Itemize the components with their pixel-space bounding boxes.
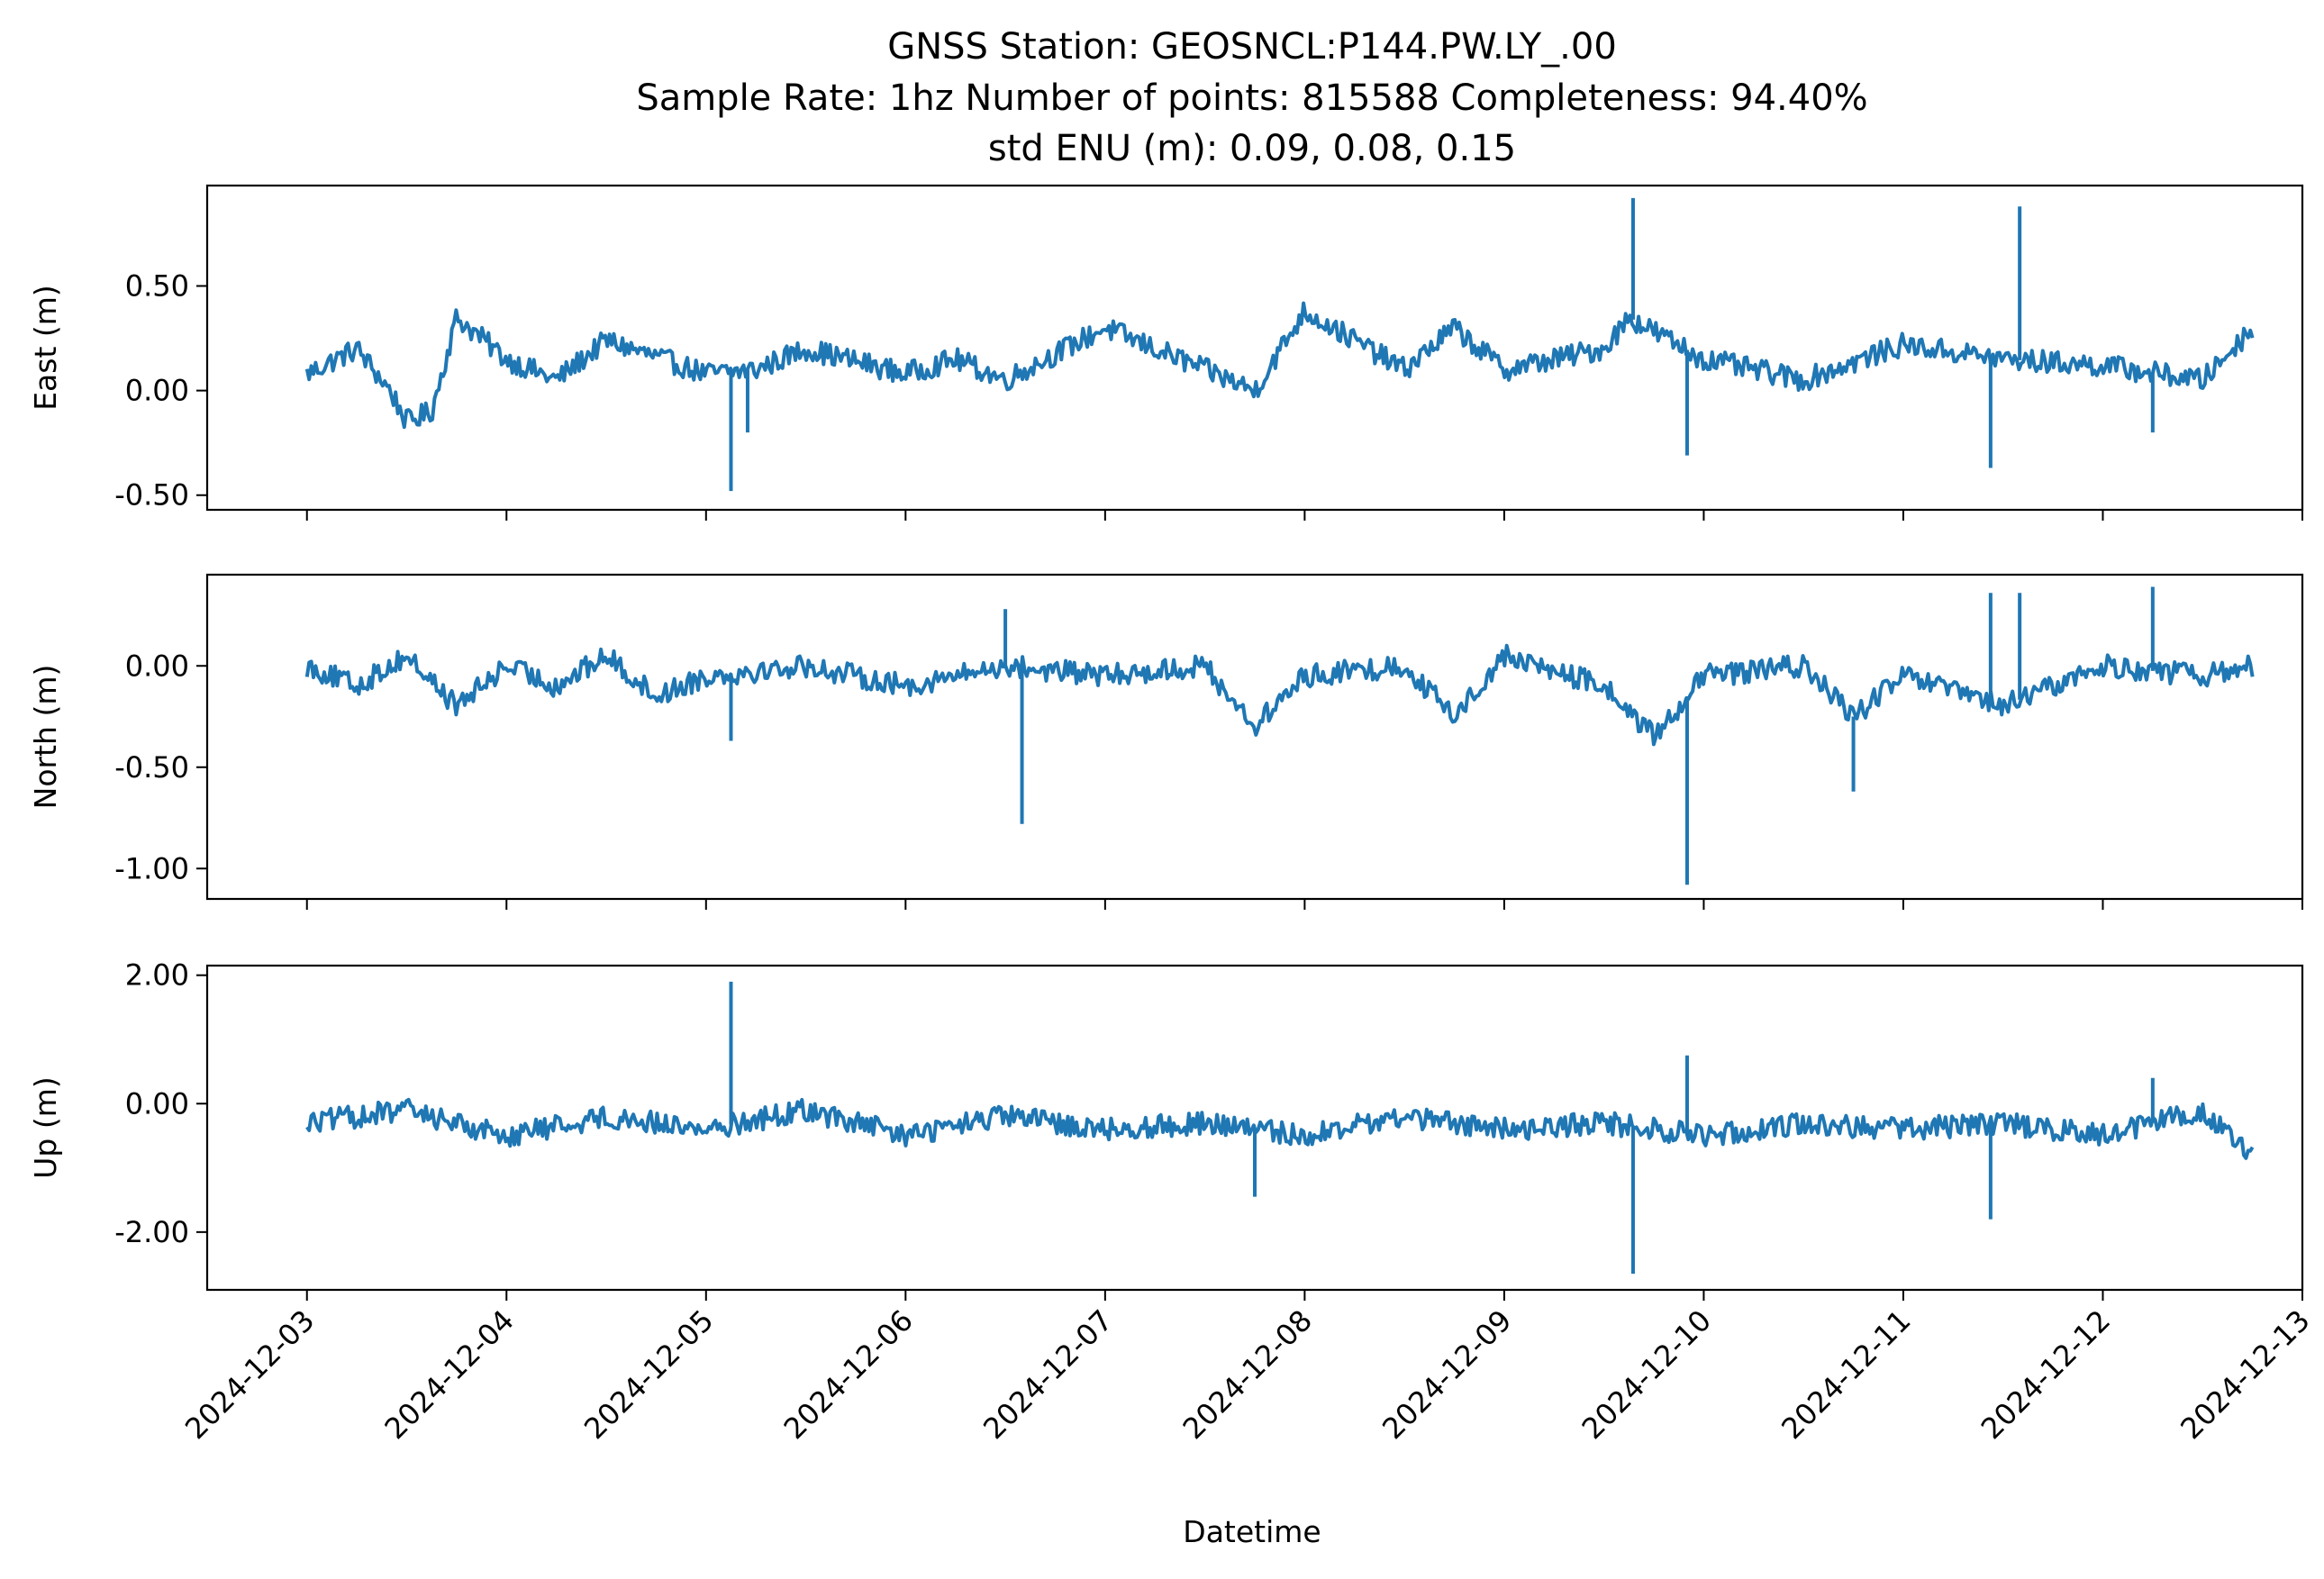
chart-title: GNSS Station: GEOSNCL:P144.PW.LY_.00 Sam… — [636, 26, 1867, 169]
y-tick-label: 2.00 — [125, 958, 189, 993]
series-line — [305, 1097, 2255, 1160]
title-line-1: GNSS Station: GEOSNCL:P144.PW.LY_.00 — [887, 26, 1617, 68]
y-tick-label: 0.00 — [125, 649, 189, 683]
x-tick-label: 2024-12-11 — [1775, 1303, 1917, 1446]
x-tick-label: 2024-12-06 — [777, 1303, 920, 1446]
panel-east: -0.50 0.00 0.50 East (m) — [28, 184, 2304, 521]
x-tick-label: 2024-12-13 — [2174, 1303, 2316, 1446]
y-tick-label: -0.50 — [114, 750, 189, 785]
x-tick-label: 2024-12-08 — [1176, 1303, 1319, 1446]
y-tick-label: 0.00 — [125, 374, 189, 408]
x-axis-label: Datetime — [1183, 1514, 1321, 1549]
series-line — [304, 301, 2255, 430]
y-axis-label: East (m) — [28, 285, 63, 411]
x-tick-label: 2024-12-12 — [1974, 1303, 2117, 1446]
y-tick-label: 0.50 — [125, 268, 189, 303]
series-line — [304, 643, 2255, 747]
y-axis-label: North (m) — [28, 665, 63, 810]
title-line-2: Sample Rate: 1hz Number of points: 81558… — [636, 77, 1867, 119]
title-line-3: std ENU (m): 0.09, 0.08, 0.15 — [988, 128, 1516, 169]
x-tick-label: 2024-12-10 — [1575, 1303, 1718, 1446]
y-tick-label: 0.00 — [125, 1086, 189, 1121]
plot-frame — [205, 184, 2304, 512]
x-tick-label: 2024-12-05 — [577, 1303, 720, 1446]
plot-frame — [205, 573, 2304, 901]
x-tick-label: 2024-12-07 — [976, 1303, 1119, 1446]
x-tick-label: 2024-12-09 — [1375, 1303, 1518, 1446]
panel-north: -1.00 -0.50 0.00 North (m) — [28, 573, 2304, 910]
y-tick-label: -2.00 — [114, 1215, 189, 1249]
y-axis-label: Up (m) — [28, 1076, 63, 1179]
x-tick-label: 2024-12-03 — [178, 1303, 321, 1446]
plot-frame — [205, 964, 2304, 1292]
panel-up: -2.00 0.00 2.00 Up (m) 2024-12-03 2024-12-04 2… — [28, 958, 2317, 1446]
x-tick-label: 2024-12-04 — [378, 1303, 521, 1446]
y-tick-label: -0.50 — [114, 478, 189, 513]
y-tick-label: -1.00 — [114, 851, 189, 885]
